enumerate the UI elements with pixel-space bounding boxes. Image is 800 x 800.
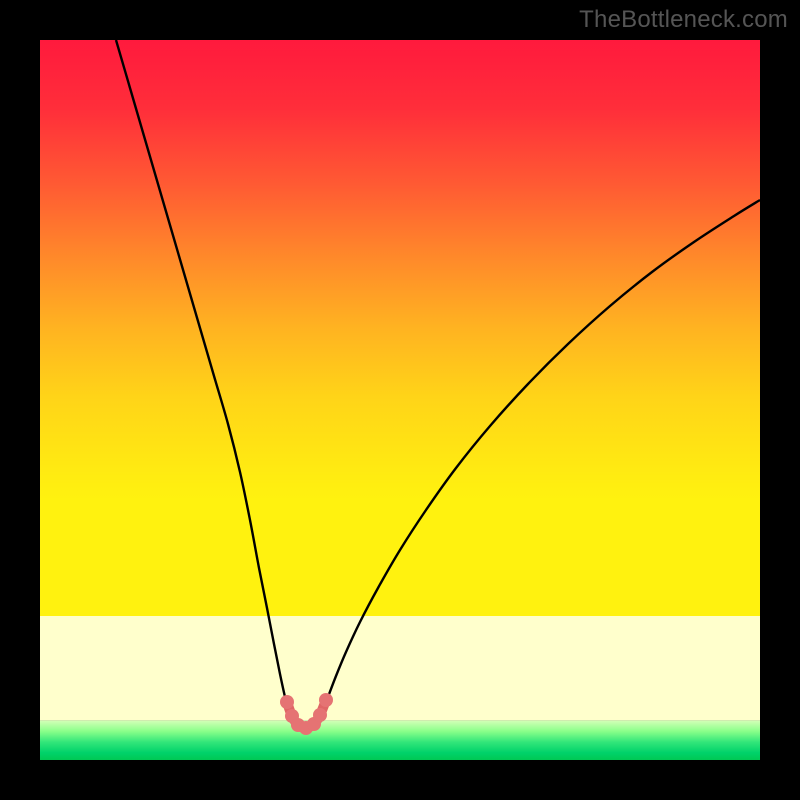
- bottleneck-curve: [40, 40, 760, 760]
- valley-marker: [313, 708, 327, 722]
- valley-marker: [280, 695, 294, 709]
- valley-markers: [280, 693, 333, 735]
- valley-marker: [319, 693, 333, 707]
- watermark-text: TheBottleneck.com: [579, 6, 788, 34]
- plot-area: [40, 40, 760, 760]
- outer-frame: TheBottleneck.com: [0, 0, 800, 800]
